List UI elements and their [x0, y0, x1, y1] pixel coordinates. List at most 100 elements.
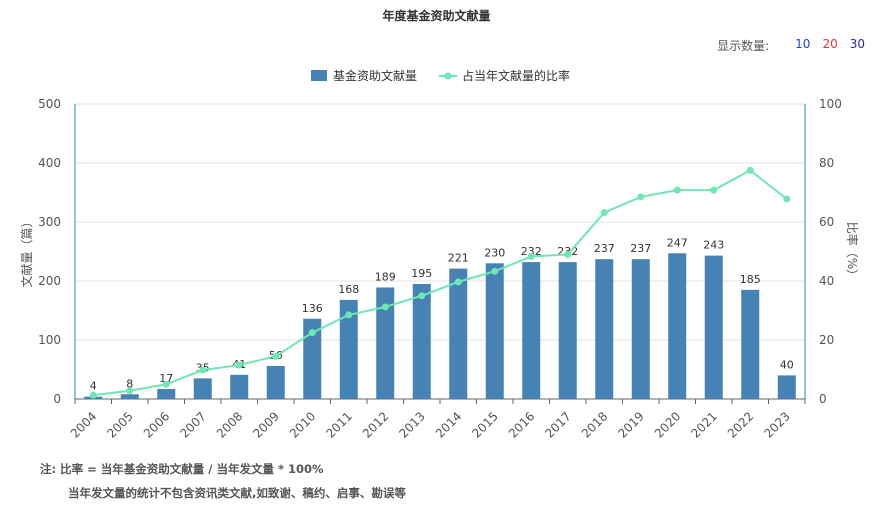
bar-value-label: 243 — [703, 239, 724, 252]
bar — [777, 375, 796, 399]
ratio-point — [162, 380, 170, 388]
x-tick-label: 2012 — [360, 409, 391, 440]
ratio-point — [491, 267, 499, 275]
legend-line-label: 占当年文献量的比率 — [462, 68, 570, 83]
bar-value-label: 168 — [338, 283, 359, 296]
bar — [558, 262, 577, 399]
bar-value-label: 247 — [667, 236, 688, 249]
display-count-20-option[interactable]: 20 — [822, 37, 838, 51]
x-tick-label: 2017 — [542, 409, 573, 440]
y-right-tick-label: 80 — [819, 156, 834, 170]
y-right-tick-label: 60 — [819, 215, 834, 229]
bar — [631, 259, 650, 399]
ratio-point — [381, 303, 389, 311]
x-tick-label: 2021 — [688, 409, 719, 440]
y-left-tick-label: 300 — [38, 215, 61, 229]
y-right-tick-label: 0 — [819, 392, 827, 406]
ratio-point — [673, 186, 681, 194]
ratio-point — [272, 352, 280, 360]
y-left-tick-label: 200 — [38, 274, 61, 288]
y-right-tick-label: 40 — [819, 274, 834, 288]
bar — [120, 394, 139, 399]
ratio-point — [783, 195, 791, 203]
bar — [485, 263, 504, 399]
chart-title: 年度基金资助文献量 — [382, 9, 491, 23]
bar — [266, 365, 285, 399]
ratio-point — [89, 391, 97, 399]
bar — [741, 289, 760, 399]
bar — [193, 378, 212, 399]
ratio-point — [235, 361, 243, 369]
x-tick-label: 2022 — [725, 409, 756, 440]
display-count-label: 显示数量: — [717, 39, 770, 53]
bar-value-label: 17 — [159, 372, 173, 385]
bar — [668, 253, 687, 399]
ratio-point — [600, 209, 608, 217]
bar — [339, 299, 358, 399]
bar — [449, 268, 468, 399]
x-tick-label: 2008 — [214, 409, 245, 440]
x-tick-label: 2005 — [104, 409, 135, 440]
legend-bar-swatch — [311, 70, 327, 81]
ratio-point — [637, 193, 645, 201]
x-tick-label: 2013 — [396, 409, 427, 440]
x-tick-label: 2009 — [250, 409, 281, 440]
display-count-10-option[interactable]: 10 — [795, 37, 811, 51]
x-tick-label: 2004 — [68, 409, 99, 440]
x-tick-label: 2014 — [433, 409, 464, 440]
x-tick-label: 2016 — [506, 409, 537, 440]
y-right-axis-title: 比率（%） — [845, 222, 860, 281]
y-left-axis-title: 文献量（篇） — [19, 215, 34, 287]
x-tick-label: 2007 — [177, 409, 208, 440]
bar-value-label: 40 — [780, 358, 794, 371]
y-left-tick-label: 500 — [38, 97, 61, 111]
x-tick-label: 2011 — [323, 409, 354, 440]
bar — [230, 374, 249, 399]
ratio-point — [199, 366, 207, 374]
bar — [412, 283, 431, 399]
x-tick-label: 2010 — [287, 409, 318, 440]
bar-value-label: 232 — [521, 245, 542, 258]
footnote-formula: 注: 比率 = 当年基金资助文献量 / 当年发文量 * 100% — [40, 462, 324, 476]
bar — [157, 388, 176, 399]
bar — [522, 262, 541, 399]
bar-value-label: 230 — [484, 246, 505, 259]
ratio-point — [345, 311, 353, 319]
ratio-point — [126, 387, 134, 395]
ratio-point — [418, 292, 426, 300]
bar-value-label: 237 — [594, 242, 615, 255]
ratio-point — [454, 278, 462, 286]
bar-value-label: 8 — [126, 377, 133, 390]
legend-bar-label: 基金资助文献量 — [333, 68, 417, 83]
y-left-tick-label: 400 — [38, 156, 61, 170]
y-left-tick-label: 0 — [53, 392, 61, 406]
bar — [303, 318, 322, 399]
ratio-point — [710, 186, 718, 194]
x-tick-label: 2018 — [579, 409, 610, 440]
legend-line-marker — [444, 72, 452, 80]
ratio-point — [308, 329, 316, 337]
bar-value-label: 237 — [630, 242, 651, 255]
ratio-point — [527, 253, 535, 261]
ratio-point — [564, 250, 572, 258]
bar-value-label: 189 — [375, 270, 396, 283]
display-count-30-option[interactable]: 30 — [849, 37, 865, 51]
bar — [704, 255, 723, 399]
y-right-tick-label: 100 — [819, 97, 842, 111]
display-count-selector: 显示数量: 10 20 30 — [717, 37, 865, 54]
bar-value-label: 4 — [90, 380, 97, 393]
footnote-exclusion: 当年发文量的统计不包含资讯类文献,如致谢、稿约、启事、勘误等 — [68, 486, 406, 500]
y-right-tick-label: 20 — [819, 333, 834, 347]
bar-value-label: 221 — [448, 252, 469, 265]
bar-value-label: 185 — [740, 273, 761, 286]
x-tick-label: 2006 — [141, 409, 172, 440]
bar-value-label: 136 — [302, 302, 323, 315]
x-tick-label: 2015 — [469, 409, 500, 440]
x-tick-label: 2023 — [761, 409, 792, 440]
y-left-tick-label: 100 — [38, 333, 61, 347]
bar — [376, 287, 395, 399]
bar-value-label: 195 — [411, 267, 432, 280]
ratio-line — [93, 169, 788, 397]
bar — [595, 259, 614, 399]
